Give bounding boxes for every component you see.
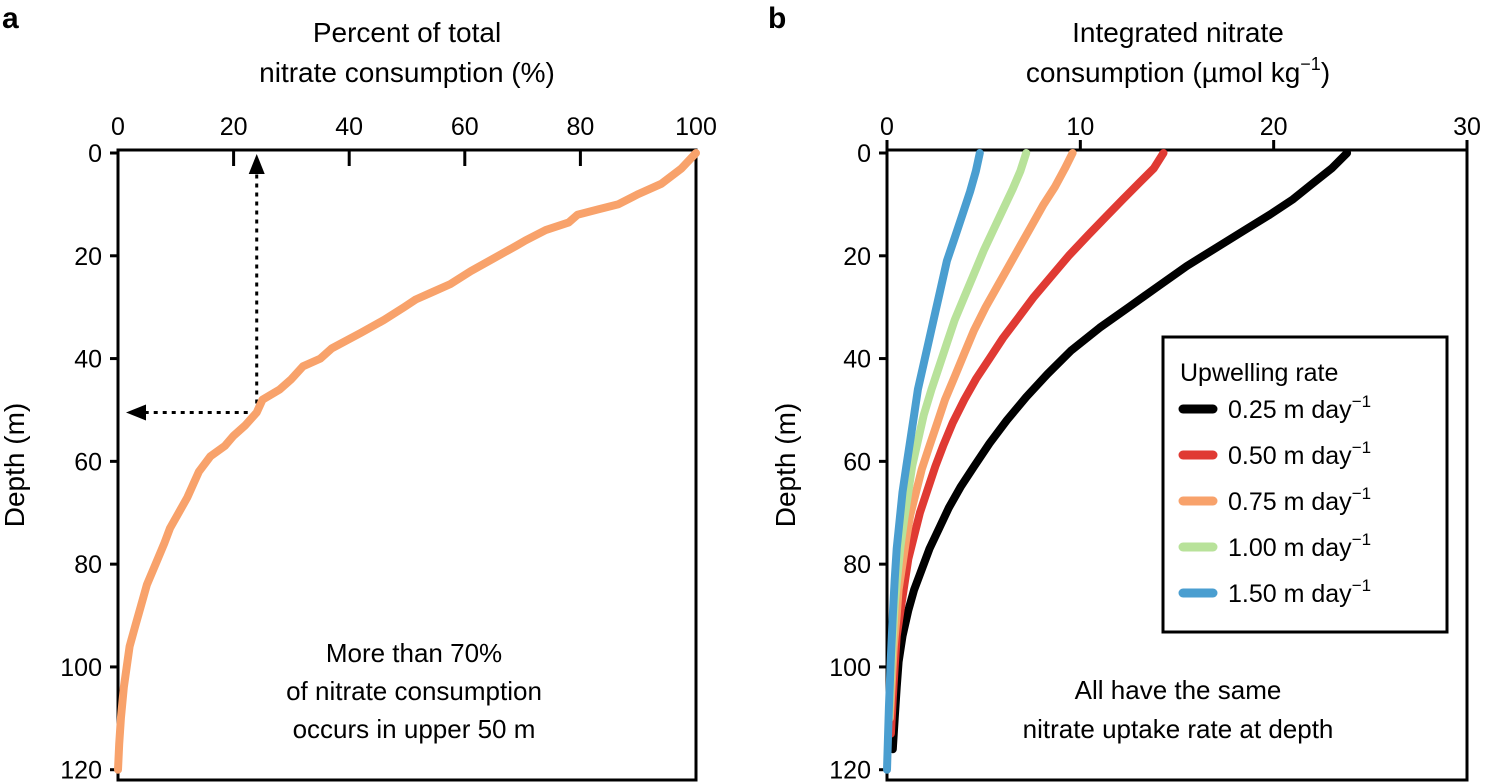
panel-a-x-tick-label-2: 40 — [335, 113, 363, 141]
panel-b-plot-frame — [885, 148, 1469, 782]
panel-a-x-tick-label-5: 100 — [675, 113, 717, 141]
panel-b-ylabel: Depth (m) — [770, 403, 801, 527]
panel-a-y-tick-label-6: 120 — [60, 757, 102, 783]
panel-a-y-tick-label-0: 0 — [88, 140, 102, 168]
legend-label-0: 0.25 m day−1 — [1228, 392, 1371, 424]
panel-a-y-tick-label-4: 80 — [74, 551, 102, 579]
panel-a-y-tick-label-2: 40 — [74, 346, 102, 374]
panel-a-annotation-line1: More than 70% — [326, 638, 502, 668]
panel-b-y-tick-label-6: 120 — [829, 757, 871, 783]
legend-label-1: 0.50 m day−1 — [1228, 438, 1371, 470]
panel-b-series-line-0 — [888, 149, 1352, 754]
panel-a-series — [114, 149, 700, 774]
panel-a-y-ticks: 0 20 40 60 80 100 120 — [60, 140, 118, 783]
panel-b-y-tick-label-5: 100 — [829, 654, 871, 682]
panel-b-y-tick-label-4: 80 — [843, 551, 871, 579]
guide-arrowhead-up — [248, 154, 265, 174]
panel-b-label: b — [768, 2, 786, 35]
panel-a-xlabel-line2: nitrate consumption (%) — [259, 57, 555, 88]
legend-label-2: 0.75 m day−1 — [1228, 484, 1371, 516]
panel-b-xlabel-line2: consumption (µmol kg−1) — [1026, 54, 1330, 88]
panel-b-annotation-line2: nitrate uptake rate at depth — [1023, 714, 1334, 744]
panel-b-x-tick-label-0: 0 — [880, 113, 894, 141]
panel-a-y-tick-label-3: 60 — [74, 448, 102, 476]
panel-a-x-tick-label-4: 80 — [566, 113, 594, 141]
guide-arrowhead-left — [126, 404, 146, 421]
legend-items: 0.25 m day−1 0.50 m day−1 0.75 m day−1 1.00… — [1178, 392, 1371, 608]
panel-b-y-tick-label-0: 0 — [857, 140, 871, 168]
panel-b-x-tick-label-3: 30 — [1453, 113, 1481, 141]
panel-a-x-tick-label-1: 20 — [220, 113, 248, 141]
legend-box — [1161, 335, 1449, 634]
panel-b-annotation-line1: All have the same — [1075, 675, 1282, 705]
panel-b-xlabel-line1: Integrated nitrate — [1072, 17, 1284, 48]
panel-a-series-line-0 — [114, 149, 700, 774]
panel-a-annotation-line3: occurs in upper 50 m — [293, 714, 536, 744]
panel-b-y-tick-label-3: 60 — [843, 448, 871, 476]
legend-title: Upwelling rate — [1180, 359, 1338, 387]
panel-a-xlabel-line1: Percent of total — [313, 17, 501, 48]
panel-b-xlabel-sup: −1 — [1300, 54, 1321, 74]
panel-b-x-tick-label-1: 10 — [1066, 113, 1094, 141]
panel-b-y-tick-label-2: 40 — [843, 346, 871, 374]
panel-a-guide-arrows — [126, 154, 265, 421]
panel-b-series-line-1 — [886, 149, 1168, 738]
panel-a-y-tick-label-1: 20 — [74, 243, 102, 271]
panel-b-xlabel-unit: consumption (µmol kg — [1026, 57, 1300, 88]
panel-b-x-tick-label-2: 20 — [1260, 113, 1288, 141]
panel-b-series — [883, 149, 1352, 774]
panel-b-series-line-4 — [883, 149, 984, 774]
legend-label-4: 1.50 m day−1 — [1228, 576, 1371, 608]
panel-a-y-tick-label-5: 100 — [60, 654, 102, 682]
panel-a-x-ticks: 0 20 40 60 80 100 — [111, 113, 717, 166]
panel-a-label: a — [2, 2, 19, 35]
panel-b: Integrated nitrate consumption (µmol kg−… — [770, 17, 1481, 783]
panel-a-x-tick-label-0: 0 — [111, 113, 125, 141]
panel-a: Percent of total nitrate consumption (%)… — [0, 17, 717, 783]
panel-a-plot-frame — [116, 148, 698, 782]
panel-b-xlabel-close: ) — [1321, 57, 1330, 88]
legend: Upwelling rate 0.25 m day−10.50 m day−10… — [1161, 335, 1449, 634]
legend-label-3: 1.00 m day−1 — [1228, 530, 1371, 562]
panel-b-x-ticks: 0 10 20 30 — [880, 113, 1481, 150]
panel-a-ylabel: Depth (m) — [0, 403, 30, 527]
panel-b-y-ticks: 0 20 40 60 80 100 120 — [829, 140, 887, 783]
panel-b-y-tick-label-1: 20 — [843, 243, 871, 271]
panel-a-x-tick-label-3: 60 — [451, 113, 479, 141]
panel-a-annotation-line2: of nitrate consumption — [286, 676, 542, 706]
